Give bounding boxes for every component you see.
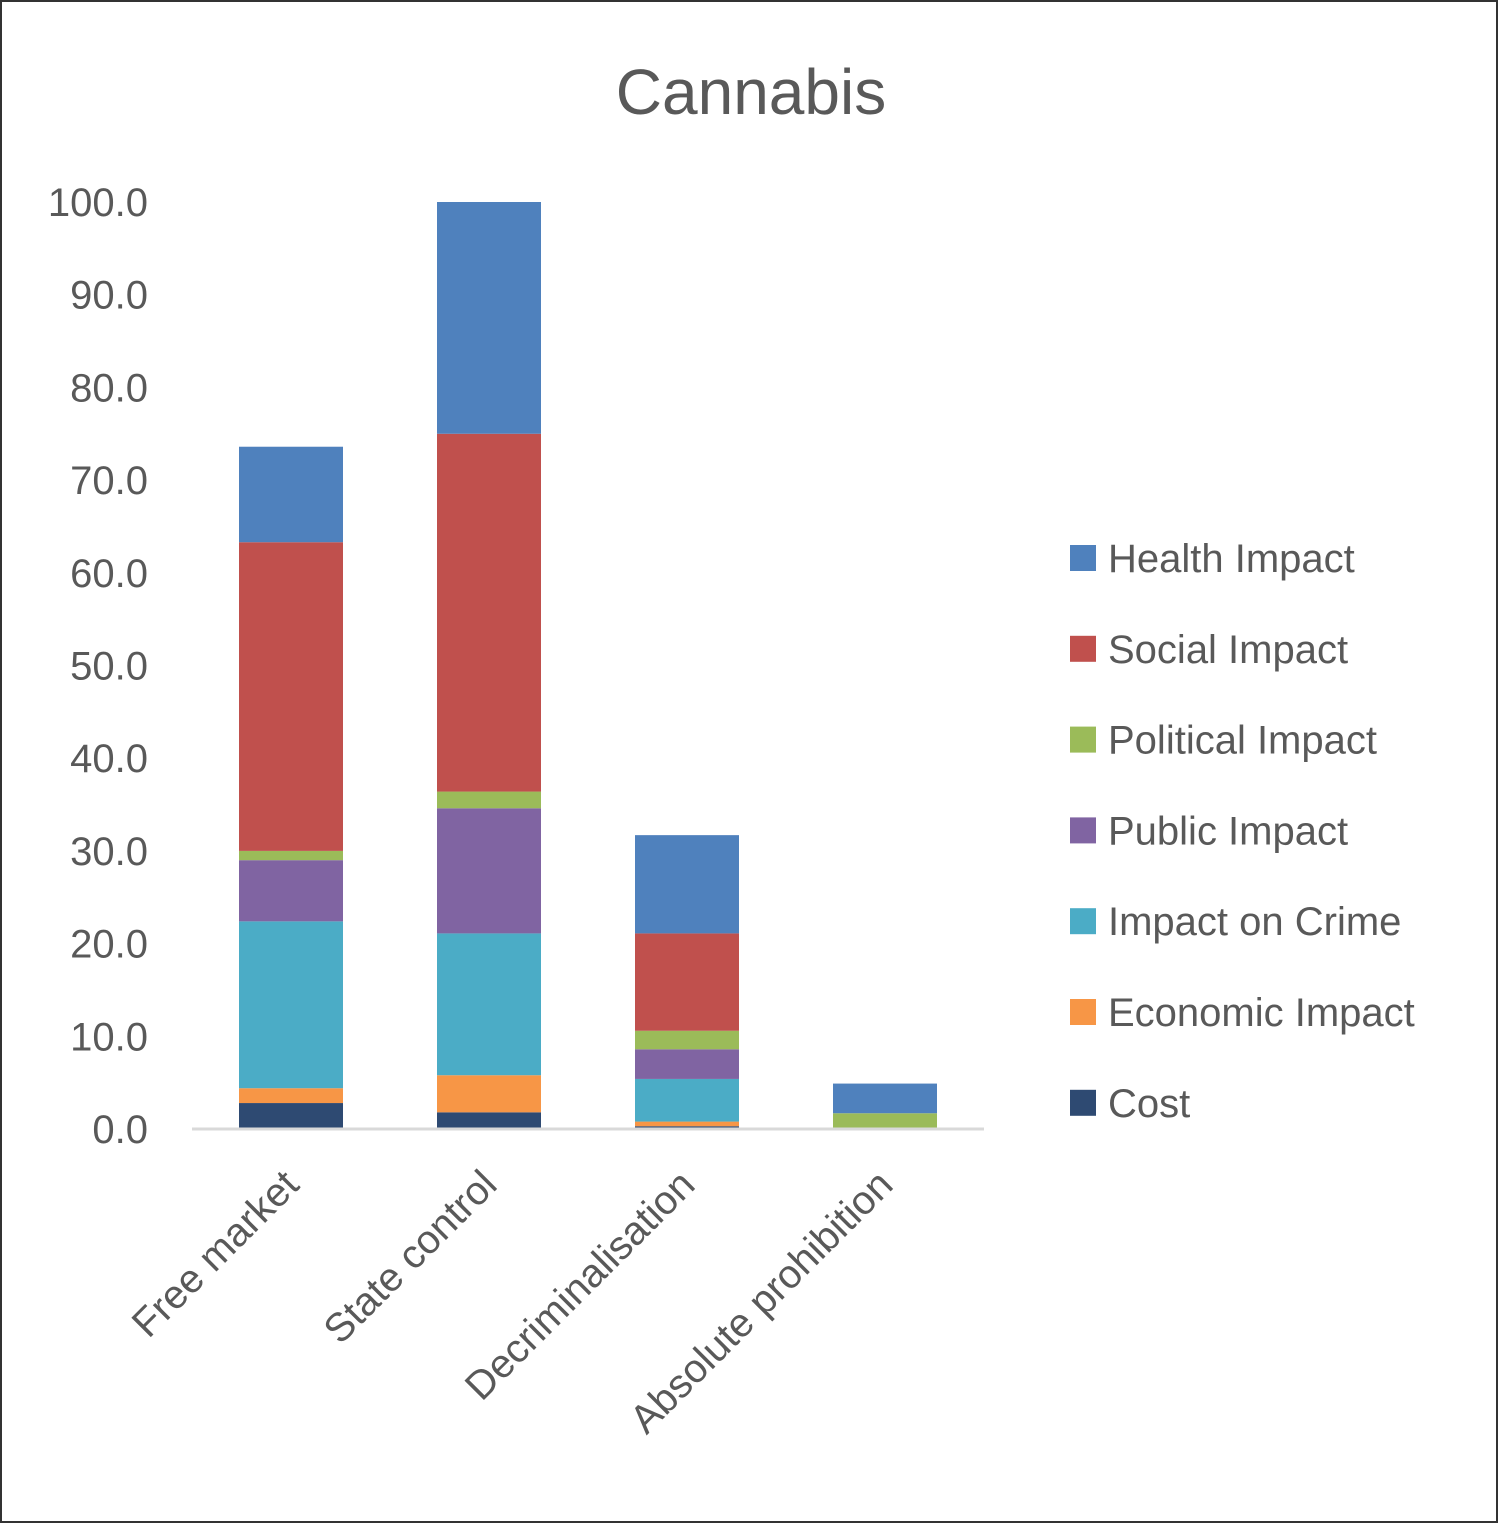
legend-label: Economic Impact [1108,991,1415,1035]
legend-label: Cost [1108,1082,1190,1126]
bar-segment-social-impact [437,433,541,792]
bar-segment-cost [437,1112,541,1129]
legend-label: Public Impact [1108,809,1348,853]
x-axis: Free market State controlDecriminalisatio… [124,1162,902,1442]
bar-segment-political-impact [437,791,541,809]
bar-segment-health-impact [635,835,739,934]
bar-segment-health-impact [437,202,541,434]
legend-swatch [1070,817,1096,844]
bar-segment-public-impact [635,1049,739,1079]
legend-swatch [1070,545,1096,571]
y-tick-label: 50.0 [70,645,148,689]
bar-segment-social-impact [635,933,739,1031]
bar-segment-public-impact [437,808,541,934]
x-category-label: State control [315,1162,505,1352]
bar-segment-social-impact [239,542,343,851]
y-tick-label: 30.0 [70,830,148,874]
chart-title: Cannabis [616,56,886,128]
y-tick-label: 40.0 [70,737,148,781]
legend-swatch [1070,726,1096,753]
legend-label: Impact on Crime [1108,900,1401,944]
bars [239,202,937,1129]
y-tick-label: 20.0 [70,923,148,967]
bar-segment-health-impact [239,446,343,543]
legend-label: Health Impact [1108,537,1355,581]
legend-swatch [1070,635,1096,662]
bar-segment-economic-impact [437,1075,541,1113]
bar-segment-political-impact [239,850,343,861]
legend: Health Impact Social Impact Political Impa… [1070,537,1415,1126]
bar-segment-health-impact [833,1083,937,1114]
bar-segment-economic-impact [239,1088,343,1104]
bar-segment-cost [239,1103,343,1129]
y-tick-label: 60.0 [70,552,148,596]
y-tick-label: 10.0 [70,1015,148,1059]
bar-segment-political-impact [833,1113,937,1129]
y-tick-label: 0.0 [92,1108,148,1152]
y-tick-label: 80.0 [70,366,148,410]
y-tick-label: 90.0 [70,274,148,318]
x-category-label: Free market [124,1162,308,1346]
bar-segment-public-impact [239,860,343,922]
bar-segment-economic-impact [635,1121,739,1127]
bar-segment-impact-on-crime [239,921,343,1089]
y-tick-label: 70.0 [70,459,148,503]
y-tick-label: 100.0 [48,181,148,225]
bar-segment-impact-on-crime [437,933,541,1076]
legend-label: Social Impact [1108,628,1348,672]
legend-swatch [1070,908,1096,935]
legend-label: Political Impact [1108,719,1377,763]
y-axis: 0.0 10.0 20.0 30.0 40.0 50.0 60.0 70.0 80.0 90.0 1… [48,181,148,1152]
legend-swatch [1070,1089,1096,1116]
legend-swatch [1070,999,1096,1025]
bar-segment-political-impact [635,1030,739,1050]
bar-segment-impact-on-crime [635,1078,739,1122]
